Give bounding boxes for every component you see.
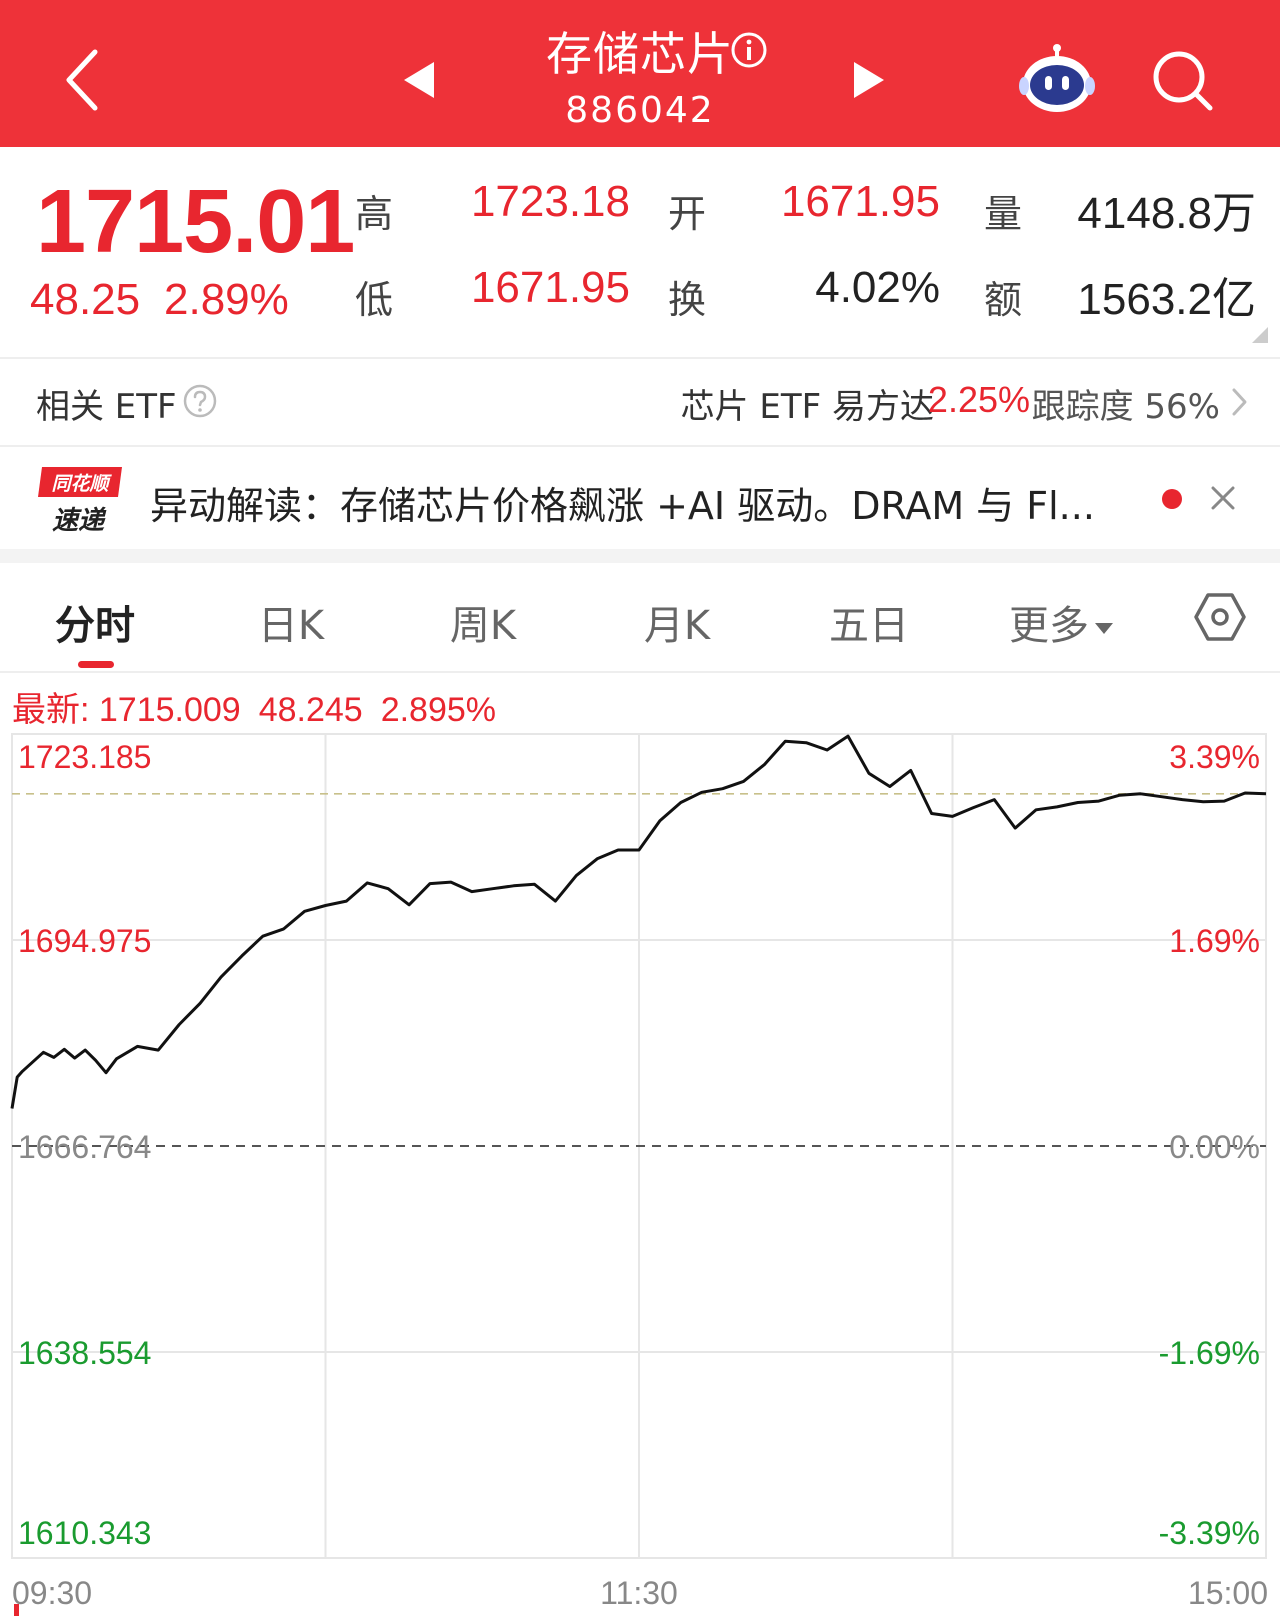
low-label: 低 — [355, 278, 394, 322]
quote-panel: 1715.01 48.25 2.89% 高 1723.18 开 1671.95 … — [0, 147, 1280, 357]
tab-intraday[interactable]: 分时 — [55, 603, 135, 649]
low-value: 1671.95 — [470, 263, 630, 312]
percent-tick-label: 0.00% — [1169, 1129, 1260, 1165]
previous-stock-icon[interactable] — [400, 58, 440, 102]
chevron-right-icon — [1232, 388, 1247, 416]
intraday-chart[interactable]: 1723.185 3.39% 1694.975 1.69% 1666.764 0.00% 1… — [0, 720, 1280, 1616]
current-price: 1715.01 — [36, 172, 355, 272]
chart-grid — [11, 733, 1267, 1616]
y-tick-label: 1723.185 — [18, 739, 151, 775]
settings-icon[interactable] — [1194, 591, 1246, 643]
volume-tick — [14, 1604, 19, 1616]
close-icon[interactable] — [1206, 481, 1240, 515]
y-tick-label: 1638.554 — [18, 1335, 151, 1371]
help-icon[interactable] — [182, 383, 218, 419]
chart-tabs: 分时 日K 周K 月K 五日 更多 — [0, 563, 1280, 671]
tab-more[interactable]: 更多 — [986, 593, 1136, 651]
latest-change: 48.245 — [258, 691, 363, 729]
tab-five-day[interactable]: 五日 — [829, 603, 909, 649]
expand-corner-icon[interactable] — [1252, 327, 1268, 343]
etf-name: 芯片 ETF 易方达 — [680, 387, 934, 427]
x-tick-label: 09:30 — [12, 1575, 92, 1611]
chart-series — [10, 734, 1267, 1109]
caret-down-icon — [1095, 622, 1113, 634]
top-nav-bar: 存储芯片 886042 — [0, 0, 1280, 147]
back-arrow-icon[interactable] — [55, 40, 115, 120]
section-gap — [0, 549, 1280, 563]
divider — [0, 671, 1280, 673]
robot-assistant-icon[interactable] — [1018, 42, 1096, 114]
price-change-percent: 2.89% — [164, 275, 289, 324]
latest-change-percent: 2.895% — [380, 691, 497, 729]
amount-label: 额 — [984, 278, 1023, 322]
open-label: 开 — [668, 192, 707, 236]
x-tick-label: 11:30 — [600, 1575, 678, 1611]
unread-dot — [1162, 489, 1182, 509]
news-banner[interactable]: 同花顺 速递 异动解读：存储芯片价格飙涨 +AI 驱动。DRAM 与 Fl... — [0, 447, 1280, 549]
info-icon[interactable] — [729, 30, 769, 70]
percent-tick-label: 3.39% — [1169, 739, 1260, 775]
turnover-value: 4.02% — [815, 263, 940, 312]
y-tick-label: 1610.343 — [18, 1515, 151, 1551]
search-icon[interactable] — [1150, 48, 1216, 114]
percent-tick-label: -1.69% — [1159, 1335, 1260, 1371]
logo-top-text: 同花顺 — [51, 473, 112, 495]
tab-monthly-k[interactable]: 月K — [643, 603, 711, 649]
stock-code: 886042 — [565, 90, 715, 131]
active-tab-indicator — [78, 661, 114, 668]
percent-tick-label: -3.39% — [1159, 1515, 1260, 1551]
volume-value: 4148.8万 — [1077, 189, 1256, 238]
news-headline[interactable]: 异动解读：存储芯片价格飙涨 +AI 驱动。DRAM 与 Fl... — [150, 484, 1095, 528]
y-tick-label: 1666.764 — [18, 1129, 151, 1165]
tab-daily-k[interactable]: 日K — [257, 603, 325, 649]
high-value: 1723.18 — [470, 177, 630, 226]
x-tick-label: 15:00 — [1188, 1575, 1268, 1611]
latest-readout: 最新: 1715.009 48.245 2.895% — [12, 682, 514, 731]
chart-axis-labels: 1723.185 3.39% 1694.975 1.69% 1666.764 0.00% 1… — [12, 739, 1268, 1611]
divider — [0, 357, 1280, 359]
tonghuashun-express-logo: 同花顺 速递 — [38, 467, 122, 535]
turnover-label: 换 — [668, 278, 707, 322]
volume-label: 量 — [984, 192, 1023, 236]
price-change: 48.25 — [30, 275, 141, 324]
logo-bottom-text: 速递 — [52, 506, 107, 535]
high-label: 高 — [355, 192, 394, 236]
related-etf-row[interactable]: 相关 ETF 芯片 ETF 易方达 2.25% 跟踪度 56% — [0, 359, 1280, 445]
etf-change: 2.25% — [927, 379, 1030, 420]
latest-price: 最新: 1715.009 — [12, 691, 241, 729]
related-etf-label: 相关 ETF — [36, 387, 177, 427]
etf-tracking: 跟踪度 56% — [1031, 387, 1220, 427]
percent-tick-label: 1.69% — [1169, 923, 1260, 959]
page-title: 存储芯片 — [546, 27, 734, 81]
y-tick-label: 1694.975 — [18, 923, 151, 959]
tab-weekly-k[interactable]: 周K — [449, 603, 517, 649]
next-stock-icon[interactable] — [848, 58, 888, 102]
tab-more-label: 更多 — [1009, 603, 1089, 649]
amount-value: 1563.2亿 — [1077, 275, 1256, 324]
divider — [0, 445, 1280, 447]
open-value: 1671.95 — [780, 177, 940, 226]
